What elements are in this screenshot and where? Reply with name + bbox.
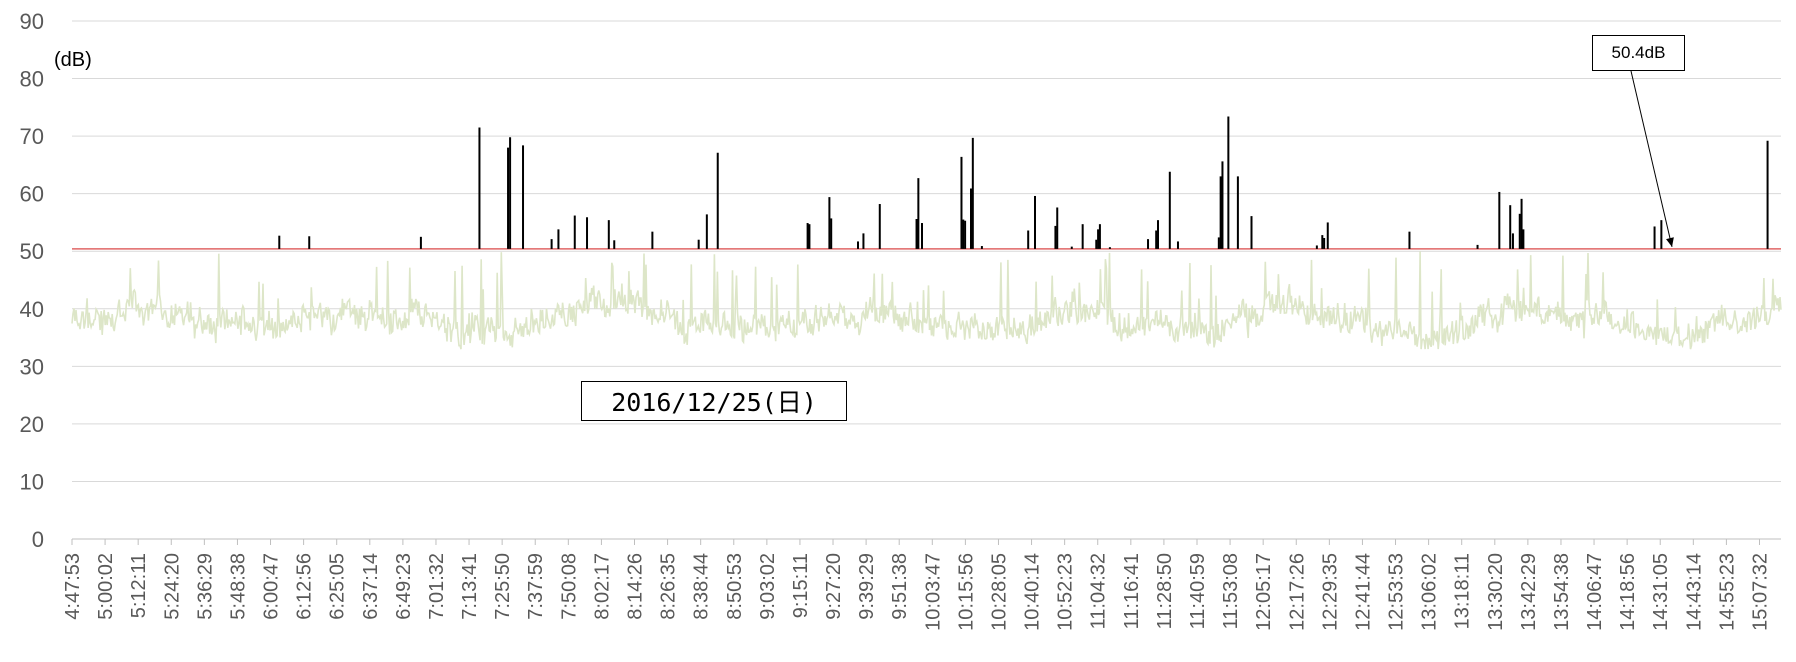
x-tick-label: 13:54:38 xyxy=(1551,553,1573,631)
x-tick-label: 6:00:47 xyxy=(261,553,283,620)
y-tick-label: 20 xyxy=(20,412,44,437)
x-tick-label: 13:42:29 xyxy=(1518,553,1540,631)
y-tick-label: 60 xyxy=(20,182,44,207)
x-tick-label: 14:06:47 xyxy=(1584,553,1606,631)
x-tick-label: 10:52:23 xyxy=(1055,553,1077,631)
date-label: 2016/12/25(日) xyxy=(581,381,847,421)
y-tick-label: 80 xyxy=(20,67,44,92)
x-tick-label: 14:43:14 xyxy=(1683,553,1705,631)
x-tick-label: 7:01:32 xyxy=(426,553,448,620)
x-tick-label: 13:18:11 xyxy=(1452,553,1474,629)
x-tick-label: 9:39:29 xyxy=(856,553,878,620)
x-tick-label: 6:37:14 xyxy=(360,553,382,620)
y-tick-label: 70 xyxy=(20,124,44,149)
y-tick-label: 30 xyxy=(20,354,44,379)
x-tick-label: 6:49:23 xyxy=(393,553,415,620)
x-tick-label: 5:00:02 xyxy=(95,553,117,620)
gridlines xyxy=(72,20,1781,540)
y-tick-label: 50 xyxy=(20,239,44,264)
x-tick-label: 8:02:17 xyxy=(591,553,613,620)
x-tick-label: 10:15:56 xyxy=(955,553,977,631)
y-tick-label: 10 xyxy=(20,469,44,494)
x-tick-label: 5:48:38 xyxy=(227,553,249,620)
x-tick-label: 8:26:35 xyxy=(658,553,680,620)
x-tick-label: 5:36:29 xyxy=(194,553,216,620)
x-tick-label: 8:50:53 xyxy=(724,553,746,620)
x-tick-label: 6:12:56 xyxy=(294,553,316,620)
x-tick-label: 14:55:23 xyxy=(1716,553,1738,631)
x-tick-label: 12:05:17 xyxy=(1253,553,1275,631)
x-tick-label: 7:13:41 xyxy=(459,553,481,620)
x-tick-label: 13:30:20 xyxy=(1485,553,1507,631)
background-noise-line xyxy=(71,251,1782,350)
y-tick-label: 40 xyxy=(20,297,44,322)
x-tick-label: 15:07:32 xyxy=(1749,553,1771,631)
x-tick-label: 9:27:20 xyxy=(823,553,845,620)
background-noise-series xyxy=(71,251,1782,350)
x-tick-label: 9:51:38 xyxy=(889,553,911,620)
x-tick-label: 11:28:50 xyxy=(1154,553,1176,629)
x-tick-label: 11:40:59 xyxy=(1187,553,1209,629)
x-tick-label: 14:31:05 xyxy=(1650,553,1672,631)
x-tick-label: 11:53:08 xyxy=(1220,553,1242,629)
y-tick-label: 0 xyxy=(32,527,44,552)
x-tick-label: 10:40:14 xyxy=(1022,553,1044,631)
x-tick-label: 12:53:53 xyxy=(1386,553,1408,631)
x-tick-label: 6:25:05 xyxy=(327,553,349,620)
peak-spikes xyxy=(278,116,1769,249)
x-axis: 4:47:53 5:00:02 5:12:11 5:24:20 5:36:29 5:48:… xyxy=(62,539,1771,631)
threshold-callout-arrow xyxy=(1630,70,1674,248)
x-tick-label: 9:15:11 xyxy=(790,553,812,618)
x-tick-label: 5:12:11 xyxy=(128,553,150,618)
x-tick-label: 9:03:02 xyxy=(757,553,779,620)
x-tick-label: 13:06:02 xyxy=(1419,553,1441,631)
threshold-callout-label: 50.4dB xyxy=(1592,35,1685,71)
x-tick-label: 8:38:44 xyxy=(691,553,713,620)
x-tick-label: 10:28:05 xyxy=(988,553,1010,631)
y-tick-label: 90 xyxy=(20,9,44,34)
x-tick-label: 7:37:59 xyxy=(525,553,547,620)
x-tick-label: 10:03:47 xyxy=(922,553,944,631)
x-tick-label: 7:25:50 xyxy=(492,553,514,620)
x-tick-label: 11:16:41 xyxy=(1121,553,1143,629)
x-tick-label: 4:47:53 xyxy=(62,553,84,620)
x-tick-label: 12:41:44 xyxy=(1352,553,1374,631)
x-tick-label: 8:14:26 xyxy=(624,553,646,620)
x-tick-label: 12:29:35 xyxy=(1319,553,1341,631)
x-tick-label: 12:17:26 xyxy=(1286,553,1308,631)
x-tick-label: 11:04:32 xyxy=(1088,553,1110,629)
callout-arrow-line xyxy=(1630,70,1673,248)
x-tick-label: 7:50:08 xyxy=(558,553,580,620)
y-axis-unit-label: (dB) xyxy=(54,49,92,71)
x-tick-label: 14:18:56 xyxy=(1617,553,1639,631)
callout-arrow-head xyxy=(1666,237,1674,247)
y-axis: 0 10 20 30 40 50 60 70 80 90 xyxy=(20,9,44,552)
x-tick-label: 5:24:20 xyxy=(161,553,183,620)
